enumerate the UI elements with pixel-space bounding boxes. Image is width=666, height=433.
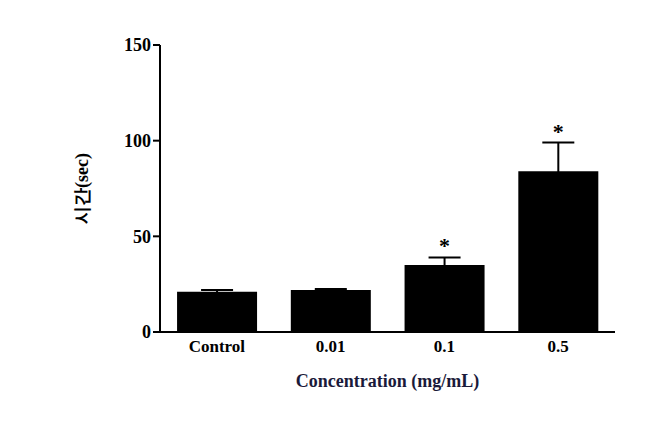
svg-text:Control: Control	[189, 337, 246, 356]
svg-text:100: 100	[124, 131, 151, 151]
svg-text:*: *	[439, 233, 450, 258]
svg-text:시간(sec): 시간(sec)	[72, 153, 93, 224]
svg-text:50: 50	[133, 227, 151, 247]
svg-text:Concentration (mg/mL): Concentration (mg/mL)	[296, 371, 479, 392]
svg-text:150: 150	[124, 35, 151, 55]
svg-text:0: 0	[142, 322, 151, 342]
svg-text:*: *	[553, 119, 564, 144]
svg-text:0.5: 0.5	[548, 337, 569, 356]
svg-text:0.1: 0.1	[434, 337, 455, 356]
svg-text:0.01: 0.01	[316, 337, 346, 356]
